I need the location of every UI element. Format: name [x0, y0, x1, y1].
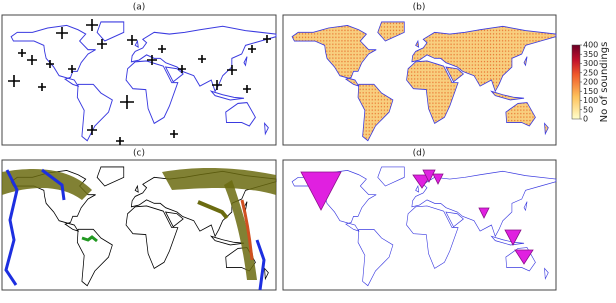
colorbar-tick-label: 200	[583, 78, 598, 87]
panel-label: (a)	[133, 3, 146, 13]
colorbar-tick-label: 50	[583, 105, 593, 114]
panel-label: (d)	[413, 149, 426, 159]
colorbar-tick-label: 150	[583, 87, 598, 96]
map-a	[1, 14, 277, 146]
panel-label: (b)	[413, 3, 426, 13]
colorbar-tick-label: 100	[583, 96, 598, 105]
colorbar-tick-label: 0	[583, 115, 588, 124]
map-b	[282, 14, 557, 146]
panel-label: (c)	[133, 149, 145, 159]
colorbar-tick-label: 400	[583, 41, 598, 50]
colorbar-tick-label: 250	[583, 68, 598, 77]
colorbar-label: No of soundings	[599, 42, 610, 123]
colorbar-tick-label: 300	[583, 59, 598, 68]
map-d	[282, 159, 557, 291]
colorbar	[571, 44, 581, 120]
site-markers	[8, 19, 271, 145]
colorbar-tick-label: 350	[583, 50, 598, 59]
map-c	[1, 159, 277, 291]
